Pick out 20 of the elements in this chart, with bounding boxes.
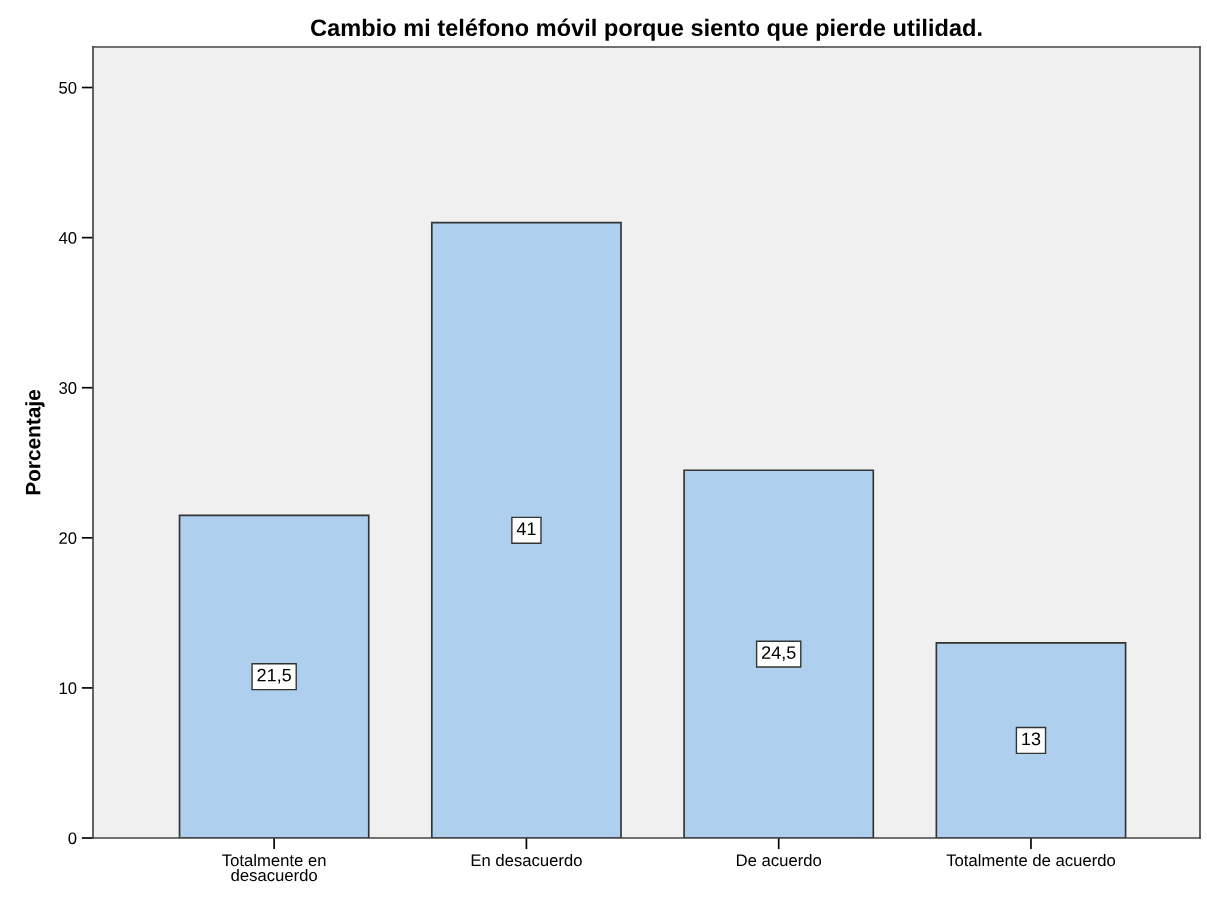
bar [430,221,622,838]
bar [178,514,370,838]
data-label: 13 [1022,732,1041,746]
bar [683,469,875,838]
y-tick-label: 50 [59,81,77,94]
x-tick-label: Totalmente en desacuerdo [222,853,326,882]
chart-title: Cambio mi teléfono móvil porque siento que pierde utilidad. [311,18,982,41]
y-tick-label: 40 [58,232,77,244]
y-tick-label: 30 [59,382,77,394]
data-label: 21,5 [257,668,291,684]
data-label: 41 [516,522,536,535]
x-tick-label: En desacuerdo [471,853,582,867]
y-tick-label: 20 [59,532,77,545]
data-label: 24,5 [762,646,796,662]
y-tick-label: 0 [68,832,77,845]
bar [935,642,1127,838]
y-tick-label: 10 [59,682,77,695]
x-tick-label: Totalmente de acuerdo [946,853,1116,867]
y-axis-title: Porcentaje [25,389,45,495]
x-tick-label: De acuerdo [736,853,822,867]
